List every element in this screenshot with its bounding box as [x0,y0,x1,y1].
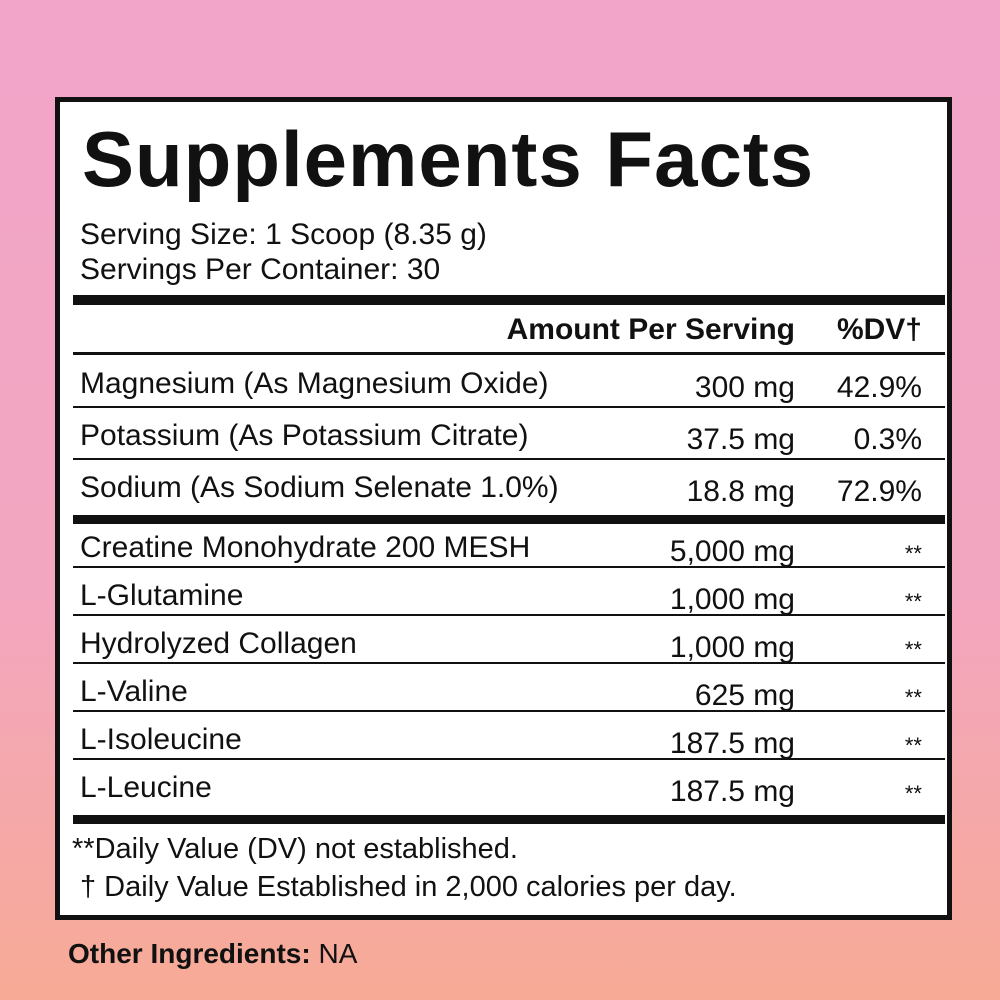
footnote: † Daily Value Established in 2,000 calor… [80,871,737,903]
row-name: L-Isoleucine [80,723,242,756]
row-name: Creatine Monohydrate 200 MESH [80,531,531,564]
serving-size: Serving Size: 1 Scoop (8.35 g) [80,218,487,251]
row-name: Hydrolyzed Collagen [80,627,357,660]
thick-rule [73,515,945,524]
thick-rule [73,295,945,305]
amount-header: Amount Per Serving [506,313,795,346]
thick-rule [73,815,945,824]
row-rule [73,458,945,460]
row-name: Sodium (As Sodium Selenate 1.0%) [80,471,559,504]
row-amount: 5,000 mg [669,535,795,568]
row-dv: ** [904,685,922,710]
row-rule [73,614,945,616]
title: Supplements Facts [82,115,815,203]
row-rule [73,758,945,760]
row-rule [73,566,945,568]
row-dv: ** [904,637,922,662]
other-ingredients: Other Ingredients: NA [68,938,357,970]
other-label: Other Ingredients: [68,938,311,969]
rule [73,352,945,355]
row-amount: 1,000 mg [669,583,795,616]
servings-per-container: Servings Per Container: 30 [80,253,441,286]
row-dv: 72.9% [836,475,922,508]
row-dv: ** [904,541,922,566]
row-dv: ** [904,781,922,806]
row-amount: 37.5 mg [686,423,795,456]
row-amount: 187.5 mg [669,727,795,760]
row-rule [73,710,945,712]
row-name: L-Glutamine [80,579,244,612]
row-rule [73,662,945,664]
row-dv: ** [904,589,922,614]
row-rule [73,406,945,408]
footnote: **Daily Value (DV) not established. [72,833,518,865]
row-amount: 625 mg [694,679,795,712]
row-amount: 18.8 mg [686,475,795,508]
row-name: Magnesium (As Magnesium Oxide) [80,367,549,400]
row-name: Potassium (As Potassium Citrate) [80,419,529,452]
row-dv: 0.3% [853,423,922,456]
row-dv: ** [904,733,922,758]
other-value: NA [318,938,358,969]
dv-header: %DV† [836,313,922,346]
row-amount: 187.5 mg [669,775,795,808]
facts-panel: Supplements Facts Serving Size: 1 Scoop … [55,97,952,920]
row-amount: 300 mg [694,371,795,404]
row-amount: 1,000 mg [669,631,795,664]
row-dv: 42.9% [836,371,922,404]
row-name: L-Leucine [80,771,212,804]
row-name: L-Valine [80,675,188,708]
